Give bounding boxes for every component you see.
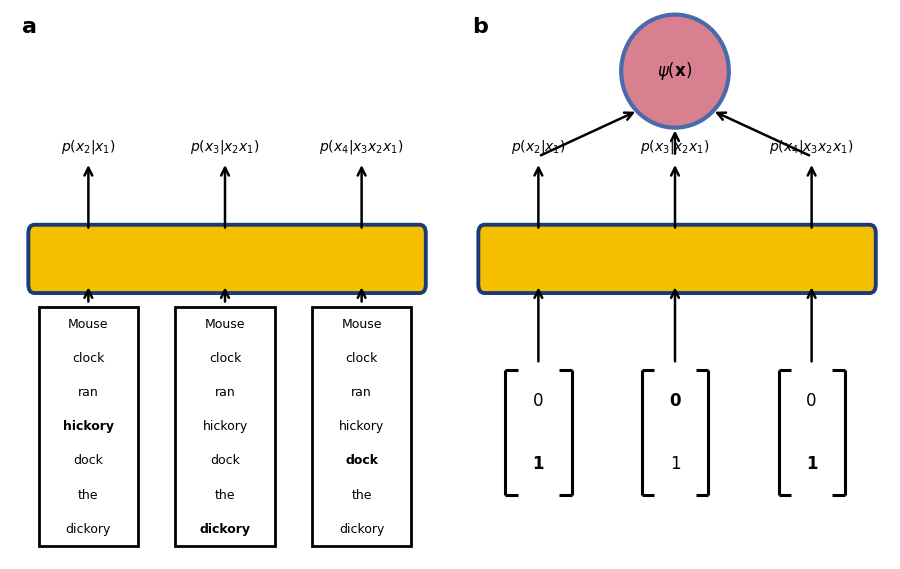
Text: 1: 1 <box>533 455 544 473</box>
Text: dock: dock <box>74 455 104 467</box>
Text: $p(x_4|x_3x_2x_1)$: $p(x_4|x_3x_2x_1)$ <box>320 138 404 156</box>
Text: Mouse: Mouse <box>205 318 245 331</box>
Text: clock: clock <box>209 352 241 365</box>
Text: dock: dock <box>345 455 378 467</box>
Text: 0: 0 <box>533 392 544 410</box>
FancyBboxPatch shape <box>29 225 426 293</box>
Text: hickory: hickory <box>63 420 114 433</box>
Text: clock: clock <box>72 352 104 365</box>
Text: 1: 1 <box>806 455 817 473</box>
Text: the: the <box>78 489 99 501</box>
Text: b: b <box>472 17 488 37</box>
FancyBboxPatch shape <box>312 307 411 546</box>
Text: dickory: dickory <box>66 523 111 535</box>
Text: ran: ran <box>351 386 372 399</box>
Text: $p(x_2|x_1)$: $p(x_2|x_1)$ <box>511 138 566 156</box>
Text: clock: clock <box>346 352 378 365</box>
Ellipse shape <box>621 15 729 127</box>
Text: ran: ran <box>214 386 236 399</box>
FancyBboxPatch shape <box>479 225 876 293</box>
Text: hickory: hickory <box>339 420 384 433</box>
Text: a: a <box>22 17 37 37</box>
Text: $p(x_4|x_3x_2x_1)$: $p(x_4|x_3x_2x_1)$ <box>770 138 854 156</box>
Text: the: the <box>351 489 372 501</box>
Text: Mouse: Mouse <box>68 318 109 331</box>
Text: $p(x_3|x_2x_1)$: $p(x_3|x_2x_1)$ <box>640 138 710 156</box>
Text: dock: dock <box>210 455 240 467</box>
Text: $\psi(\mathbf{x})$: $\psi(\mathbf{x})$ <box>657 60 693 82</box>
Text: dickory: dickory <box>200 523 250 535</box>
Text: the: the <box>215 489 235 501</box>
Text: 0: 0 <box>670 392 680 410</box>
Text: dickory: dickory <box>339 523 384 535</box>
Text: 0: 0 <box>806 392 817 410</box>
Text: $p(x_2|x_1)$: $p(x_2|x_1)$ <box>61 138 116 156</box>
FancyBboxPatch shape <box>39 307 138 546</box>
Text: 1: 1 <box>670 455 680 473</box>
Text: $p(x_3|x_2x_1)$: $p(x_3|x_2x_1)$ <box>190 138 260 156</box>
FancyBboxPatch shape <box>176 307 274 546</box>
Text: ran: ran <box>78 386 99 399</box>
Text: Mouse: Mouse <box>341 318 382 331</box>
Text: hickory: hickory <box>202 420 248 433</box>
